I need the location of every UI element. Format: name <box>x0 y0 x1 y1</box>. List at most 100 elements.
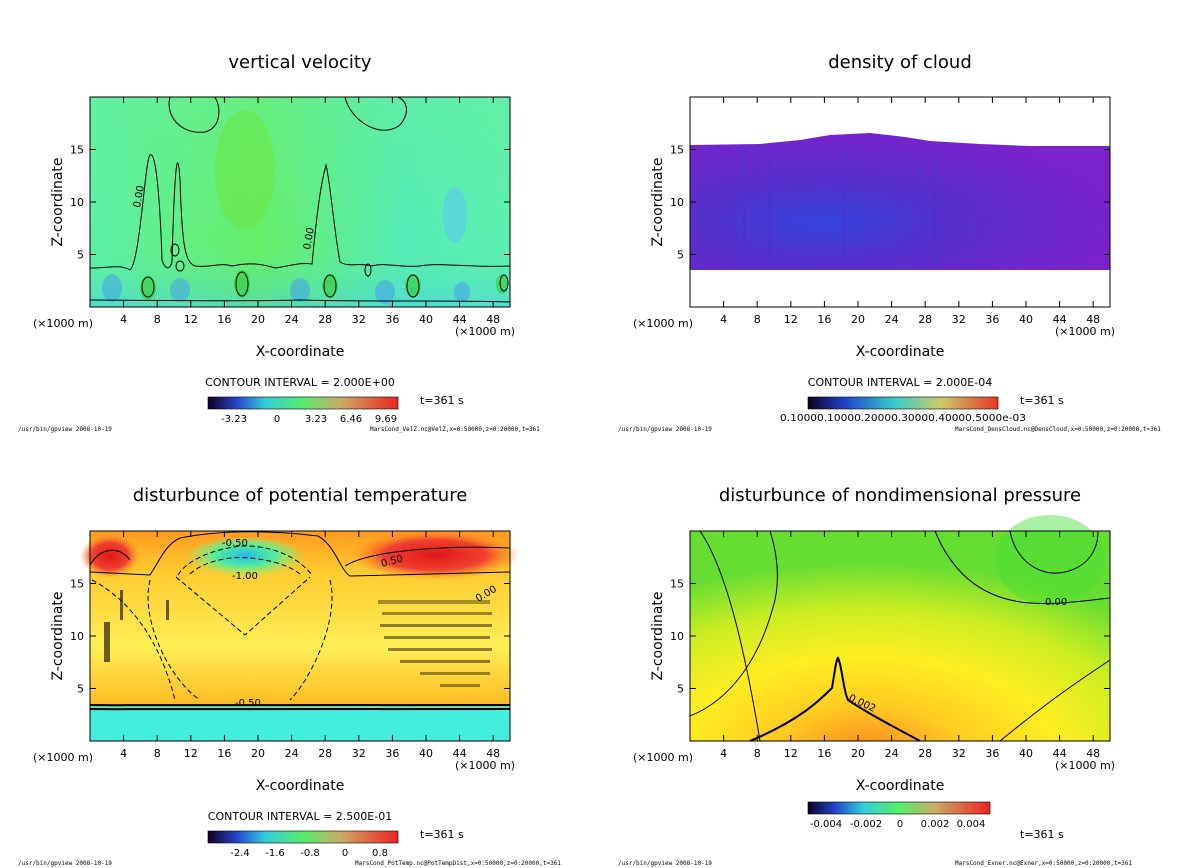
colorbar-tick: 3.23 <box>305 414 327 425</box>
x-tick-label: 44 <box>453 747 467 760</box>
x-tick-label: 8 <box>154 313 161 326</box>
near-surface-cells <box>102 274 470 304</box>
cold-anomaly <box>183 538 307 582</box>
colorbar-tick: -3.23 <box>221 414 247 425</box>
x-tick-label: 4 <box>720 313 727 326</box>
x-ticks: 4 8 12 16 20 24 28 32 36 40 44 48 <box>720 531 1100 760</box>
colorbar-tick: 0 <box>897 819 903 830</box>
contour-lines <box>689 530 1111 742</box>
y-axis-label: Z-coordinate <box>50 157 66 246</box>
y-tick-label: 15 <box>670 578 684 591</box>
x-axis-label: X-coordinate <box>256 778 345 794</box>
contour-interval: CONTOUR INTERVAL = 2.500E-01 <box>208 810 392 823</box>
colorbar-tick: -1.6 <box>265 848 285 859</box>
panel-density-of-cloud: density of cloud 4 8 12 16 20 24 28 32 36 40 44 48 … <box>618 52 1161 433</box>
colorbar-ticks: -0.004 -0.002 0 0.002 0.004 <box>810 819 985 830</box>
colorbar-ticks: -2.4 -1.6 -0.8 0 0.8 <box>230 848 388 859</box>
time-label: t=361 s <box>1020 828 1064 841</box>
y-tick-label: 10 <box>70 196 84 209</box>
downdraft-core <box>443 187 467 243</box>
time-label: t=361 s <box>1020 394 1064 407</box>
x-tick-label: 24 <box>285 747 299 760</box>
y-tick-label: 5 <box>677 683 684 696</box>
x-tick-label: 44 <box>1053 747 1067 760</box>
x-axis-label: X-coordinate <box>856 344 945 360</box>
colorbar <box>207 396 399 410</box>
x-tick-label: 20 <box>251 747 265 760</box>
warm-anomaly-left <box>80 534 140 578</box>
plot-field <box>690 531 1110 741</box>
footer-right: MarsCond_PotTemp.nc@PotTempDist,x=0:5000… <box>355 860 561 867</box>
y-tick-label: 15 <box>670 144 684 157</box>
contour-lines <box>89 531 511 711</box>
x-tick-label: 16 <box>217 747 231 760</box>
time-label: t=361 s <box>420 394 464 407</box>
time-label: t=361 s <box>420 828 464 841</box>
warm-anomaly-right <box>350 530 520 580</box>
colorbar-tick: 0.8 <box>372 848 388 859</box>
x-tick-label: 28 <box>918 747 932 760</box>
colorbar-tick: 9.69 <box>375 414 397 425</box>
x-tick-label: 12 <box>184 747 198 760</box>
x-tick-label: 20 <box>851 747 865 760</box>
x-ticks: 4 8 12 16 20 24 28 32 36 40 44 48 <box>720 97 1100 326</box>
colorbar-tick-labels: 0.10000.10000.20000.30000.40000.5000e-03 <box>780 413 1026 424</box>
colorbar-tick: -0.004 <box>810 819 842 830</box>
x-tick-label: 36 <box>385 747 399 760</box>
x-axis-label: X-coordinate <box>256 344 345 360</box>
y-axis-label: Z-coordinate <box>650 591 666 680</box>
x-tick-label: 4 <box>720 747 727 760</box>
x-unit-right: (×1000 m) <box>1055 759 1115 772</box>
x-tick-label: 24 <box>885 313 899 326</box>
footer-right: MarsCond_Exner.nc@Exner,x=0:50000,z=0:20… <box>955 860 1132 867</box>
x-tick-label: 48 <box>486 747 500 760</box>
x-unit-right: (×1000 m) <box>455 759 515 772</box>
colorbar-tick: 0.004 <box>957 819 986 830</box>
x-tick-label: 24 <box>885 747 899 760</box>
colorbar-tick: 0.002 <box>921 819 950 830</box>
contour-interval: CONTOUR INTERVAL = 2.000E-04 <box>808 376 992 389</box>
x-tick-label: 40 <box>419 313 433 326</box>
footer-left: /usr/bin/gpview 2008-10-19 <box>618 426 712 433</box>
dashed-contours <box>91 545 333 701</box>
x-tick-label: 20 <box>851 313 865 326</box>
x-ticks: 4 8 12 16 20 24 28 32 36 40 44 48 <box>120 531 500 760</box>
colorbar-tick: 0 <box>342 848 348 859</box>
contour-lines <box>89 96 511 303</box>
contour-label: 0.00 <box>1045 597 1067 608</box>
y-ticks: 5 10 15 <box>670 578 1110 696</box>
chart-title: vertical velocity <box>228 52 372 73</box>
low-anomaly <box>995 515 1105 605</box>
colorbar-ticks: -3.23 0 3.23 6.46 9.69 <box>221 414 397 425</box>
y-tick-label: 15 <box>70 578 84 591</box>
footer-left: /usr/bin/gpview 2008-10-19 <box>18 860 112 867</box>
x-tick-label: 32 <box>952 313 966 326</box>
x-tick-label: 16 <box>817 313 831 326</box>
contour-label: 0.00 <box>132 185 147 209</box>
x-tick-label: 4 <box>120 313 127 326</box>
x-tick-label: 40 <box>1019 313 1033 326</box>
x-tick-label: 48 <box>1086 747 1100 760</box>
x-unit-right: (×1000 m) <box>455 325 515 338</box>
x-tick-label: 16 <box>817 747 831 760</box>
y-axis-label: Z-coordinate <box>50 591 66 680</box>
x-tick-label: 32 <box>952 747 966 760</box>
contour-label: -0.50 <box>222 538 248 549</box>
x-axis-label: X-coordinate <box>856 778 945 794</box>
colorbar <box>807 396 999 410</box>
footer-right: MarsCond_VelZ.nc@VelZ,x=0:50000,z=0:2000… <box>370 426 540 433</box>
panel-potential-temperature: disturbunce of potential temperature <box>18 485 561 867</box>
colorbar-tick: -2.4 <box>230 848 250 859</box>
x-ticks: 4 8 12 16 20 24 28 32 36 40 44 48 <box>120 97 500 326</box>
x-tick-label: 44 <box>453 313 467 326</box>
x-unit-left: (×1000 m) <box>633 751 693 764</box>
x-tick-label: 36 <box>385 313 399 326</box>
colorbar-tick: 6.46 <box>340 414 362 425</box>
colorbar-tick: -0.8 <box>300 848 320 859</box>
footer-left: /usr/bin/gpview 2008-10-19 <box>18 426 112 433</box>
x-tick-label: 8 <box>754 313 761 326</box>
colorbar-tick: 0 <box>274 414 280 425</box>
colorbar <box>207 830 399 844</box>
y-axis-label: Z-coordinate <box>650 157 666 246</box>
x-tick-label: 12 <box>184 313 198 326</box>
